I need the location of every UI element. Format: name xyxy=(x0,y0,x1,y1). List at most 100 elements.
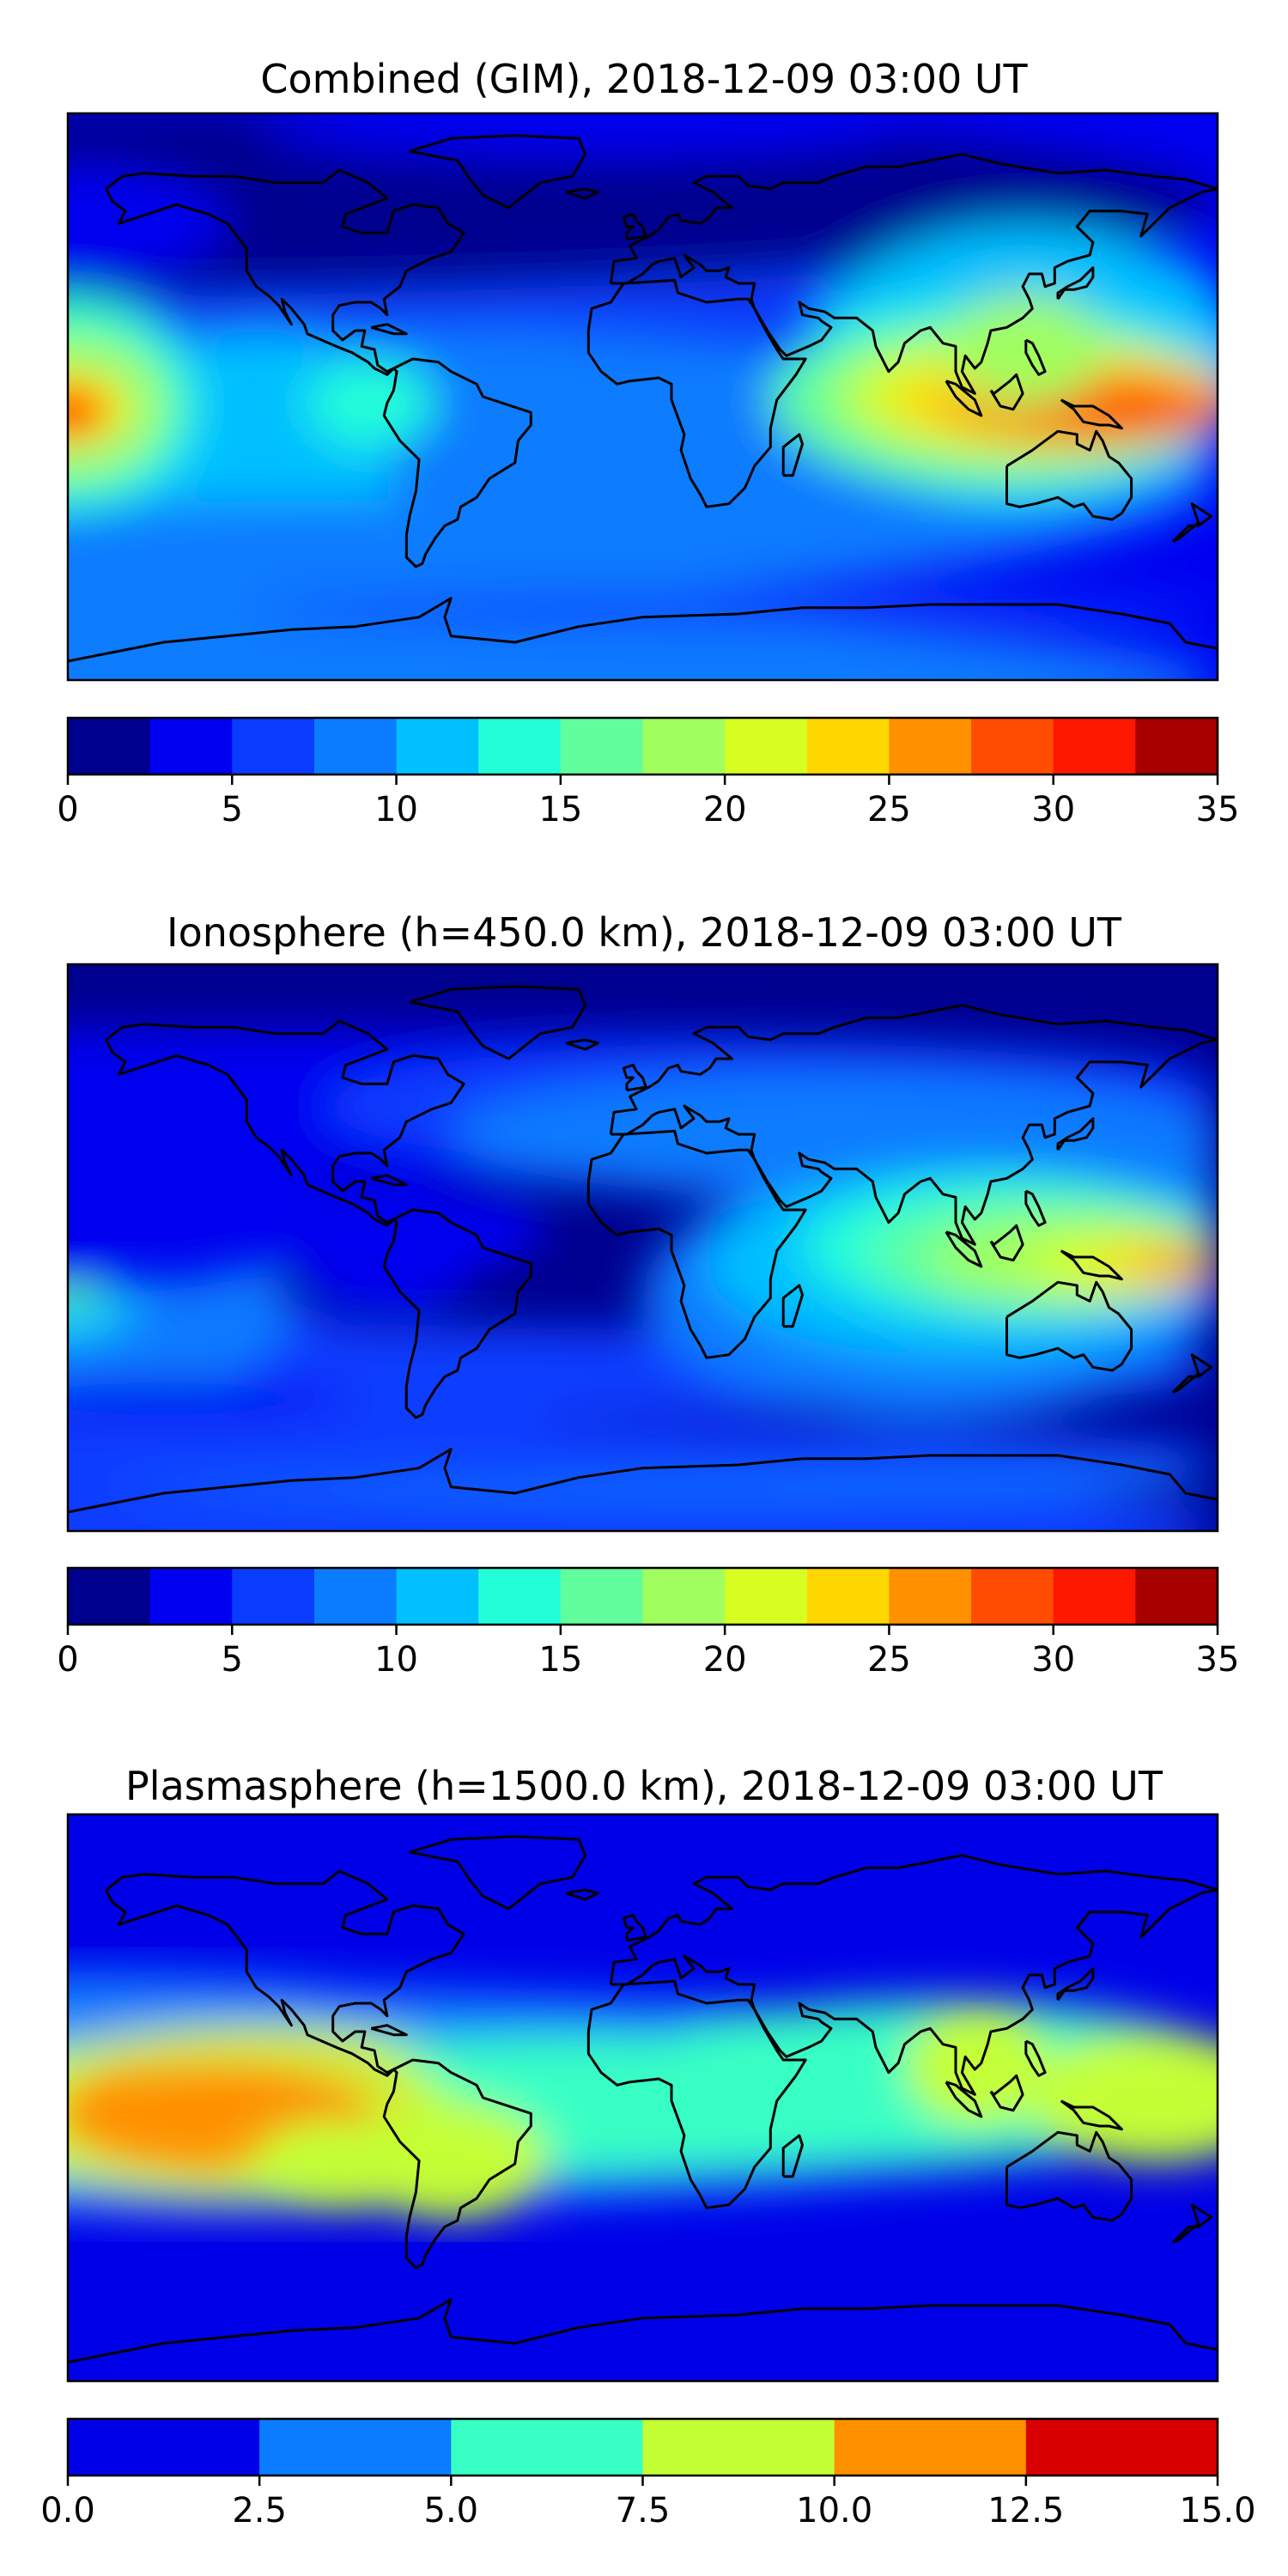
contour-core-4 xyxy=(262,2123,416,2199)
map-frame-2 xyxy=(66,963,1219,1533)
panel-2-title: Ionosphere (h=450.0 km), 2018-12-09 03:0… xyxy=(167,909,1121,956)
coastline-africa xyxy=(586,278,807,508)
coastline-cuba xyxy=(370,1174,408,1187)
coastline-antarctica xyxy=(68,2298,1218,2364)
colorbar-segment-2 xyxy=(451,2419,644,2476)
map-frame-1 xyxy=(66,112,1219,682)
coastline-new-zealand xyxy=(1171,1353,1213,1394)
contour-region-16 xyxy=(68,167,228,281)
coastline-africa xyxy=(586,1129,807,1359)
contour-fill-group xyxy=(68,113,1218,680)
contour-region-11 xyxy=(68,501,707,576)
coastline-borneo xyxy=(989,2074,1024,2112)
coastline-british-isles xyxy=(622,1063,647,1092)
contour-core-5 xyxy=(68,392,88,433)
coastline-iceland xyxy=(565,1888,599,1901)
colorbar-segment-7 xyxy=(642,1568,726,1625)
contour-region-0 xyxy=(68,611,1218,680)
colorbar-tick-label-1: 5 xyxy=(222,1640,243,1680)
coastline-cuba xyxy=(370,323,408,336)
coastline-new-zealand xyxy=(1171,502,1213,544)
colorbar-segment-5 xyxy=(478,1568,562,1625)
contour-region-6 xyxy=(291,1382,547,1428)
coastline-philippines xyxy=(1024,338,1047,376)
coastline-iceland xyxy=(565,187,599,200)
colorbar-tick-label-6: 30 xyxy=(1031,790,1075,829)
coastline-australia xyxy=(1005,1280,1133,1372)
coastline-sumatra xyxy=(945,380,983,417)
colorbar-tick-label-6: 30 xyxy=(1031,1640,1075,1680)
coastline-madagascar xyxy=(781,1284,804,1328)
colorbar-tick-label-6: 15.0 xyxy=(1179,2491,1255,2530)
coastline-south-america xyxy=(382,2058,532,2269)
coastline-cuba xyxy=(370,2024,408,2037)
coastline-japan xyxy=(1056,1117,1095,1151)
contour-core-4 xyxy=(68,1153,298,1279)
map-panel-1 xyxy=(68,113,1218,680)
colorbar-tick-label-0: 0 xyxy=(57,1640,78,1680)
colorbar-tick-label-4: 20 xyxy=(703,790,747,829)
coastline-north-america xyxy=(105,1019,465,1227)
map-frame-3 xyxy=(66,1813,1219,2383)
colorbar-segment-1 xyxy=(149,718,233,775)
coastline-borneo xyxy=(989,373,1024,411)
coastlines xyxy=(68,985,1218,1514)
colorbar-tick-label-2: 5.0 xyxy=(424,2491,479,2530)
coastline-madagascar xyxy=(781,433,804,477)
colorbar-frame xyxy=(66,716,1219,776)
coastline-north-america xyxy=(105,168,465,376)
colorbar-segment-12 xyxy=(1053,1568,1136,1625)
coastline-borneo xyxy=(989,1224,1024,1262)
contour-fill-group xyxy=(68,1027,1218,1531)
coastline-antarctica xyxy=(68,597,1218,663)
coastline-madagascar xyxy=(781,2134,804,2178)
coastline-new-guinea xyxy=(1060,1249,1123,1281)
colorbar-segment-5 xyxy=(1025,2419,1218,2476)
colorbar-2: 0 5 10 15 20 25 30 35 xyxy=(57,1566,1240,1680)
coastline-british-isles xyxy=(622,1913,647,1942)
contour-region-7 xyxy=(68,1380,355,1418)
colorbar-segment-3 xyxy=(642,2419,835,2476)
coastline-australia xyxy=(1005,429,1133,521)
colorbar-tick-label-2: 10 xyxy=(374,1640,418,1680)
coastlines xyxy=(68,134,1218,663)
coastline-new-guinea xyxy=(1060,2099,1123,2131)
colorbar-tick-label-7: 35 xyxy=(1196,1640,1240,1680)
colorbar-segment-11 xyxy=(971,718,1054,775)
coastlines xyxy=(68,1835,1218,2364)
colorbar-tick-label-3: 7.5 xyxy=(616,2491,671,2530)
contour-core-5 xyxy=(374,1206,528,1257)
colorbar-tick-label-3: 15 xyxy=(538,1640,582,1680)
map-panel-3 xyxy=(68,1814,1218,2381)
coastline-new-guinea xyxy=(1060,398,1123,430)
colorbar-3: 0.0 2.5 5.0 7.5 10.0 12.5 15.0 xyxy=(40,2417,1256,2530)
colorbar-1: 0 5 10 15 20 25 30 35 xyxy=(57,716,1239,829)
coastline-sumatra xyxy=(945,2081,983,2118)
colorbar-segment-13 xyxy=(1135,718,1218,775)
colorbar-segment-2 xyxy=(232,1568,315,1625)
contour-region-2 xyxy=(68,1971,387,2035)
contour-core-5 xyxy=(374,2115,528,2207)
colorbar-tick-label-2: 10 xyxy=(374,790,418,829)
colorbar-tick-label-3: 15 xyxy=(538,790,582,829)
colorbar-segment-4 xyxy=(396,1568,479,1625)
colorbar-segment-2 xyxy=(232,718,315,775)
colorbar-tick-label-5: 12.5 xyxy=(987,2491,1064,2530)
colorbar-segment-5 xyxy=(478,718,562,775)
contour-region-8 xyxy=(307,359,435,447)
coastline-antarctica xyxy=(68,1448,1218,1514)
coastline-philippines xyxy=(1024,2039,1047,2077)
coastline-greenland xyxy=(409,134,587,210)
map-panel-2 xyxy=(68,964,1218,1531)
colorbar-segment-13 xyxy=(1135,1568,1218,1625)
colorbar-segment-0 xyxy=(68,718,151,775)
contour-smoothing-group xyxy=(87,2020,1218,2207)
colorbar-segment-0 xyxy=(68,1568,151,1625)
colorbar-tick-label-4: 10.0 xyxy=(796,2491,872,2530)
contour-region-23 xyxy=(1147,1244,1218,1283)
colorbar-tick-label-0: 0 xyxy=(57,790,78,829)
coastline-british-isles xyxy=(622,212,647,241)
colorbar-segment-1 xyxy=(149,1568,233,1625)
coastline-africa xyxy=(586,1979,807,2209)
contour-region-8 xyxy=(68,1420,1218,1484)
